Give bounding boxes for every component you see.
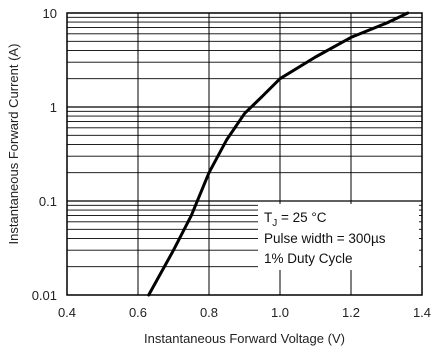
grid — [67, 13, 422, 295]
x-tick-label: 0.6 — [129, 305, 147, 320]
legend-line-junction-temp: TJ = 25 °C — [264, 210, 327, 229]
x-tick-label: 1.4 — [413, 305, 431, 320]
x-tick-label: 1.0 — [271, 305, 289, 320]
y-tick-label: 1 — [50, 100, 57, 115]
x-axis-label: Instantaneous Forward Voltage (V) — [144, 331, 345, 346]
x-tick-label: 1.2 — [342, 305, 360, 320]
y-tick-label: 0.01 — [32, 288, 57, 303]
y-tick-label: 0.1 — [39, 194, 57, 209]
legend-box — [258, 204, 419, 270]
x-tick-labels: 0.4 0.6 0.8 1.0 1.2 1.4 — [58, 305, 431, 320]
legend-line-pulse-width: Pulse width = 300µs — [264, 231, 386, 246]
y-tick-label: 10 — [43, 6, 57, 21]
y-axis-label: Instantaneous Forward Current (A) — [6, 44, 21, 245]
forward-current-curve — [147, 11, 410, 297]
x-tick-label: 0.4 — [58, 305, 76, 320]
x-tick-label: 0.8 — [200, 305, 218, 320]
plot-frame — [66, 12, 423, 296]
legend-line-duty-cycle: 1% Duty Cycle — [264, 251, 353, 266]
conditions-legend: TJ = 25 °C Pulse width = 300µs 1% Duty C… — [258, 204, 419, 270]
y-tick-labels: 0.01 0.1 1 10 — [32, 6, 57, 303]
